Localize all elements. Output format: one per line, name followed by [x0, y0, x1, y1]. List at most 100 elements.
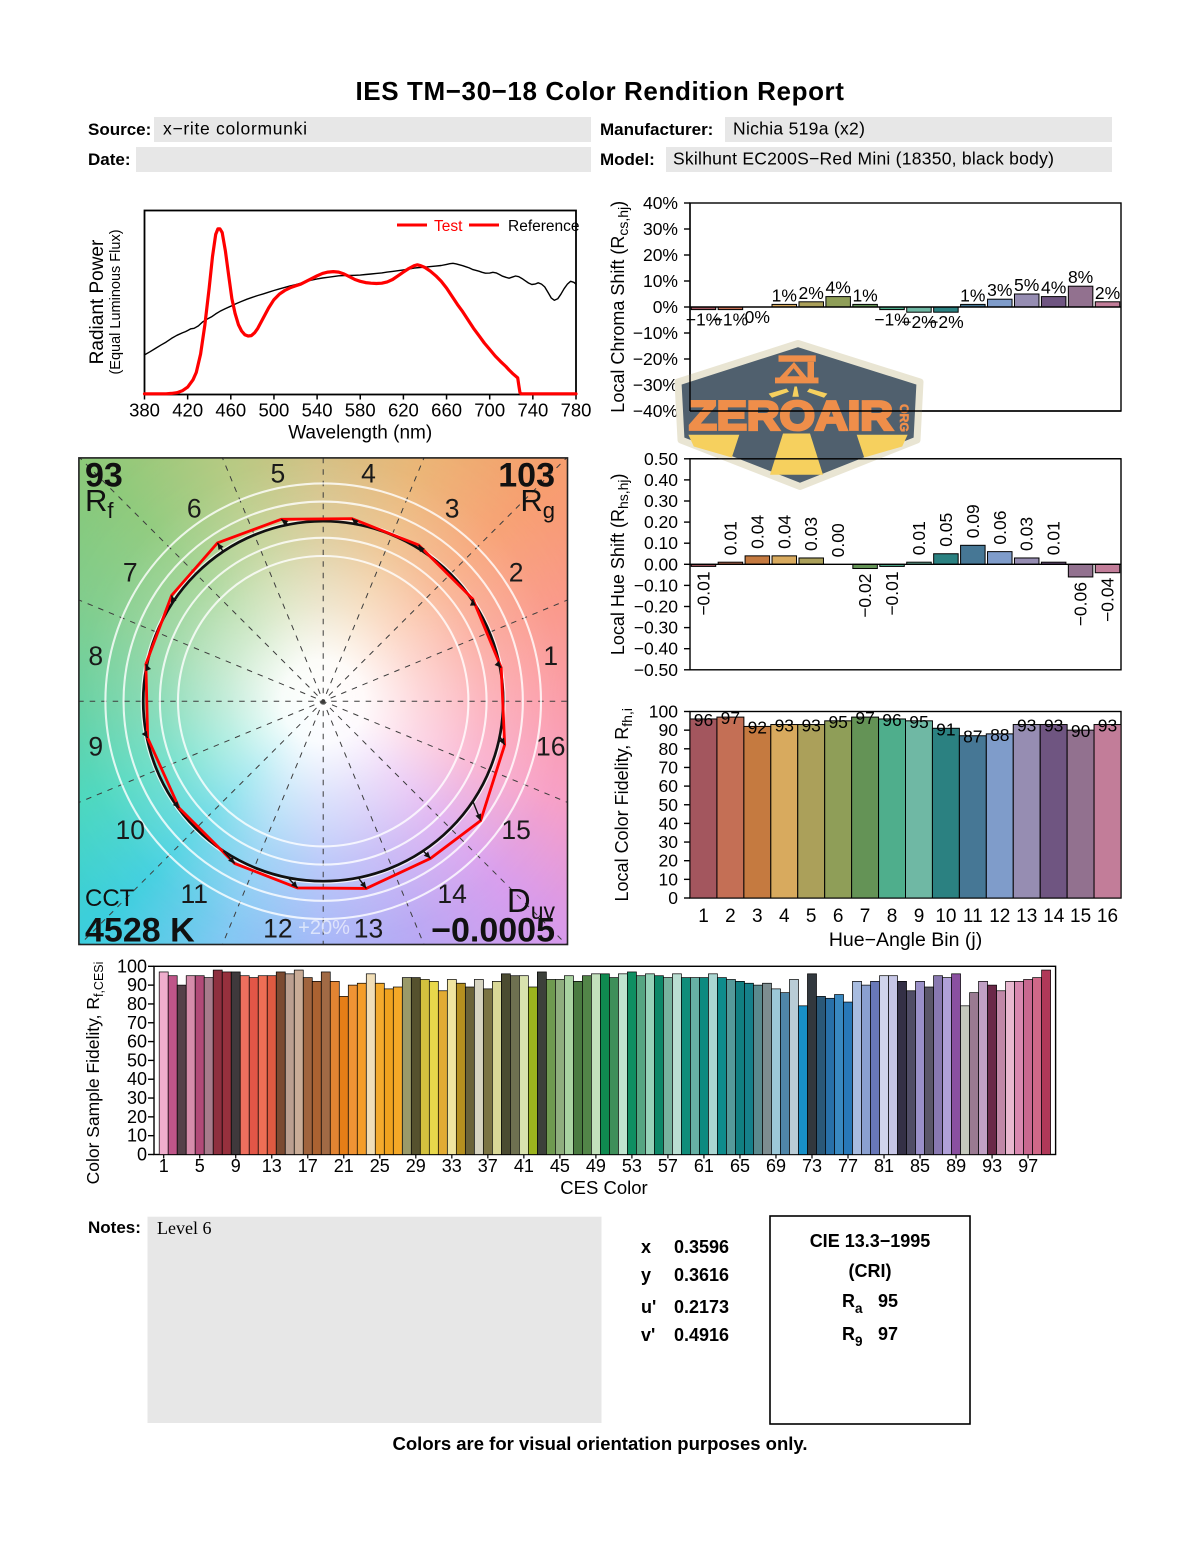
svg-text:−40%: −40% [633, 401, 678, 421]
svg-text:5: 5 [806, 906, 817, 927]
svg-text:20: 20 [127, 1107, 147, 1127]
svg-text:25: 25 [370, 1156, 390, 1176]
svg-text:7: 7 [123, 557, 138, 587]
svg-text:0.06: 0.06 [990, 511, 1010, 545]
svg-text:21: 21 [334, 1156, 354, 1176]
svg-text:65: 65 [730, 1156, 750, 1176]
svg-text:0.00: 0.00 [644, 554, 678, 574]
svg-text:y: y [641, 1265, 651, 1285]
svg-text:740: 740 [517, 400, 548, 421]
svg-text:−0.30: −0.30 [634, 618, 679, 638]
svg-text:0.03: 0.03 [801, 517, 821, 551]
svg-text:13: 13 [262, 1156, 282, 1176]
svg-text:0.20: 0.20 [644, 512, 678, 532]
svg-text:14: 14 [1043, 906, 1065, 927]
svg-text:0: 0 [137, 1145, 147, 1165]
svg-text:1%: 1% [772, 285, 797, 305]
svg-text:0.40: 0.40 [644, 470, 678, 490]
svg-text:100: 100 [649, 702, 678, 722]
svg-text:11: 11 [181, 879, 209, 909]
svg-text:1%: 1% [960, 285, 985, 305]
svg-text:ZEROAIR: ZEROAIR [689, 393, 893, 439]
svg-text:Manufacturer:: Manufacturer: [600, 120, 713, 139]
svg-text:Wavelength (nm): Wavelength (nm) [288, 423, 432, 444]
svg-text:9: 9 [914, 906, 925, 927]
svg-text:0.00: 0.00 [828, 523, 848, 557]
svg-text:−0.01: −0.01 [882, 571, 902, 615]
svg-text:3: 3 [752, 906, 763, 927]
svg-text:−1%: −1% [686, 310, 722, 330]
svg-text:2%: 2% [1095, 283, 1120, 303]
svg-text:13: 13 [1016, 906, 1037, 927]
svg-text:6: 6 [187, 493, 202, 523]
svg-text:97: 97 [721, 708, 740, 728]
svg-text:89: 89 [946, 1156, 966, 1176]
svg-text:93: 93 [1044, 716, 1063, 736]
svg-text:97: 97 [855, 708, 874, 728]
svg-text:14: 14 [437, 879, 466, 909]
svg-text:+20%: +20% [298, 917, 350, 939]
svg-text:92: 92 [748, 717, 767, 737]
svg-text:0.09: 0.09 [963, 504, 983, 538]
svg-text:660: 660 [431, 400, 462, 421]
svg-text:v': v' [641, 1325, 655, 1345]
svg-text:97: 97 [878, 1324, 898, 1344]
svg-text:0.10: 0.10 [644, 533, 678, 553]
svg-text:CCT: CCT [85, 885, 135, 912]
svg-text:0.03: 0.03 [1017, 517, 1037, 551]
svg-text:9: 9 [88, 732, 103, 762]
svg-text:17: 17 [298, 1156, 318, 1176]
svg-text:93: 93 [775, 716, 794, 736]
svg-text:60: 60 [659, 776, 679, 796]
svg-text:Date:: Date: [88, 150, 131, 169]
svg-text:13: 13 [354, 914, 383, 944]
svg-text:Skilhunt EC200S−Red Mini (1835: Skilhunt EC200S−Red Mini (18350, black b… [673, 149, 1054, 169]
svg-text:53: 53 [622, 1156, 642, 1176]
svg-text:10: 10 [127, 1126, 147, 1146]
svg-text:−20%: −20% [633, 349, 678, 369]
svg-text:30: 30 [659, 832, 679, 852]
svg-text:Reference: Reference [508, 218, 580, 235]
svg-text:580: 580 [345, 400, 376, 421]
svg-text:10: 10 [116, 815, 145, 845]
svg-text:−10%: −10% [633, 323, 678, 343]
svg-text:103: 103 [498, 457, 555, 495]
svg-text:Color Sample Fidelity, Rf,CESi: Color Sample Fidelity, Rf,CESi [83, 962, 106, 1185]
svg-text:70: 70 [659, 758, 679, 778]
svg-text:CES Color: CES Color [560, 1177, 647, 1198]
svg-text:(Equal Luminous Flux): (Equal Luminous Flux) [108, 229, 124, 374]
svg-text:93: 93 [982, 1156, 1002, 1176]
svg-text:Test: Test [434, 218, 463, 235]
svg-text:49: 49 [586, 1156, 606, 1176]
svg-text:0.2173: 0.2173 [674, 1297, 729, 1317]
svg-text:4%: 4% [826, 278, 851, 298]
svg-text:3: 3 [445, 493, 460, 523]
svg-text:2: 2 [509, 557, 524, 587]
svg-text:Notes:: Notes: [88, 1218, 141, 1237]
svg-text:0.3616: 0.3616 [674, 1265, 729, 1285]
svg-text:IES TM−30−18 Color Rendition R: IES TM−30−18 Color Rendition Report [355, 76, 844, 106]
svg-text:16: 16 [1097, 906, 1118, 927]
svg-text:−0.02: −0.02 [855, 574, 875, 618]
svg-text:11: 11 [963, 906, 983, 927]
svg-text:Model:: Model: [600, 150, 655, 169]
svg-text:0%: 0% [653, 297, 678, 317]
svg-text:780: 780 [561, 400, 592, 421]
svg-text:0.01: 0.01 [720, 521, 740, 555]
svg-text:−0.01: −0.01 [694, 571, 714, 615]
svg-text:4: 4 [361, 459, 376, 489]
svg-text:30: 30 [127, 1088, 147, 1108]
svg-text:460: 460 [215, 400, 246, 421]
svg-text:37: 37 [478, 1156, 498, 1176]
svg-text:−0.0005: −0.0005 [431, 912, 555, 950]
svg-text:93: 93 [1098, 716, 1117, 736]
svg-text:77: 77 [838, 1156, 858, 1176]
svg-text:88: 88 [990, 725, 1009, 745]
svg-text:1: 1 [698, 906, 709, 927]
svg-text:80: 80 [659, 739, 679, 759]
svg-text:x−rite colormunki: x−rite colormunki [163, 119, 308, 139]
svg-text:8: 8 [88, 641, 103, 671]
svg-text:Local Chroma Shift (Rcs,hj): Local Chroma Shift (Rcs,hj) [608, 201, 631, 413]
svg-text:500: 500 [258, 400, 289, 421]
svg-text:0.04: 0.04 [774, 515, 794, 549]
